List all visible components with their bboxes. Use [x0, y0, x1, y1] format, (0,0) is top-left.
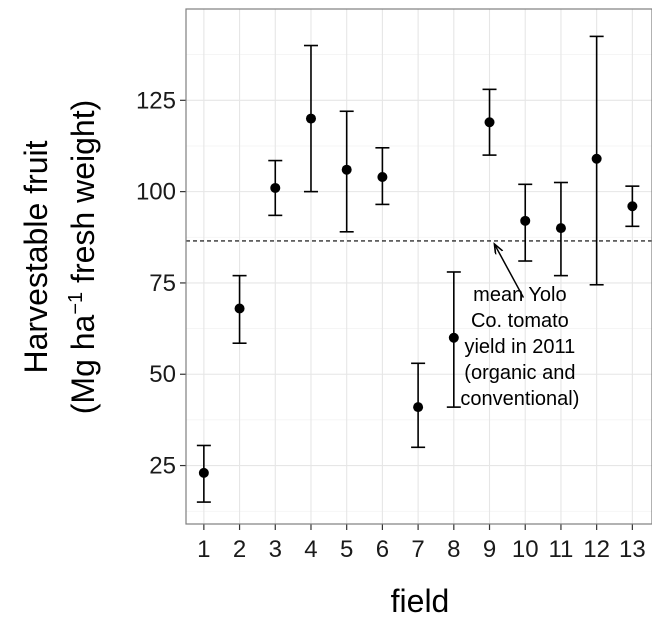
- y-axis-title-line1: Harvestable fruit: [18, 140, 54, 373]
- data-point: [448, 332, 459, 343]
- x-axis-title: field: [391, 583, 450, 617]
- x-tick-label: 6: [376, 536, 389, 563]
- x-tick-label: 4: [304, 536, 317, 563]
- x-tick-label: 7: [411, 536, 424, 563]
- y-tick-label: 75: [149, 270, 176, 297]
- annotation-line: mean Yolo: [473, 284, 566, 306]
- data-point: [627, 201, 638, 212]
- data-point: [198, 467, 209, 478]
- annotation-line: conventional): [460, 388, 579, 410]
- x-tick-label: 3: [269, 536, 282, 563]
- annotation-line: Co. tomato: [471, 310, 569, 332]
- data-point: [234, 303, 245, 314]
- x-tick-label: 11: [548, 536, 573, 563]
- data-point: [520, 215, 531, 226]
- data-point: [270, 182, 281, 193]
- data-point: [377, 172, 388, 183]
- panel-border: [185, 8, 652, 525]
- data-point: [484, 117, 495, 128]
- annotation-line: yield in 2011: [464, 336, 575, 358]
- data-point: [305, 113, 316, 124]
- x-tick-label: 10: [512, 536, 539, 563]
- annotation-line: (organic and: [464, 362, 575, 384]
- y-tick-label: 25: [149, 453, 176, 480]
- x-tick-label: 12: [583, 536, 610, 563]
- x-tick-label: 8: [447, 536, 460, 563]
- data-point: [591, 153, 602, 164]
- data-point: [413, 402, 424, 413]
- grid: [186, 9, 652, 524]
- y-axis-title-rest: fresh weight): [65, 100, 101, 292]
- data-point: [341, 164, 352, 175]
- x-tick-label: 2: [233, 536, 246, 563]
- x-tick-label: 9: [483, 536, 496, 563]
- data-point: [555, 223, 566, 234]
- y-tick-label: 50: [149, 361, 176, 388]
- x-tick-label: 13: [619, 536, 646, 563]
- y-tick-label: 100: [136, 179, 176, 206]
- y-axis-title-line2: (Mg ha−1 fresh weight): [65, 100, 101, 414]
- y-axis-title-superscript: −1: [65, 292, 87, 315]
- y-axis-title-unit: (Mg ha: [65, 314, 101, 414]
- x-tick-label: 5: [340, 536, 353, 563]
- annotation-arrow: [495, 245, 525, 298]
- annotation: mean Yolo Co. tomato yield in 2011 (organic…: [460, 245, 579, 410]
- y-tick-label: 125: [136, 87, 176, 114]
- x-tick-label: 1: [197, 536, 210, 563]
- data-layer: [196, 35, 640, 503]
